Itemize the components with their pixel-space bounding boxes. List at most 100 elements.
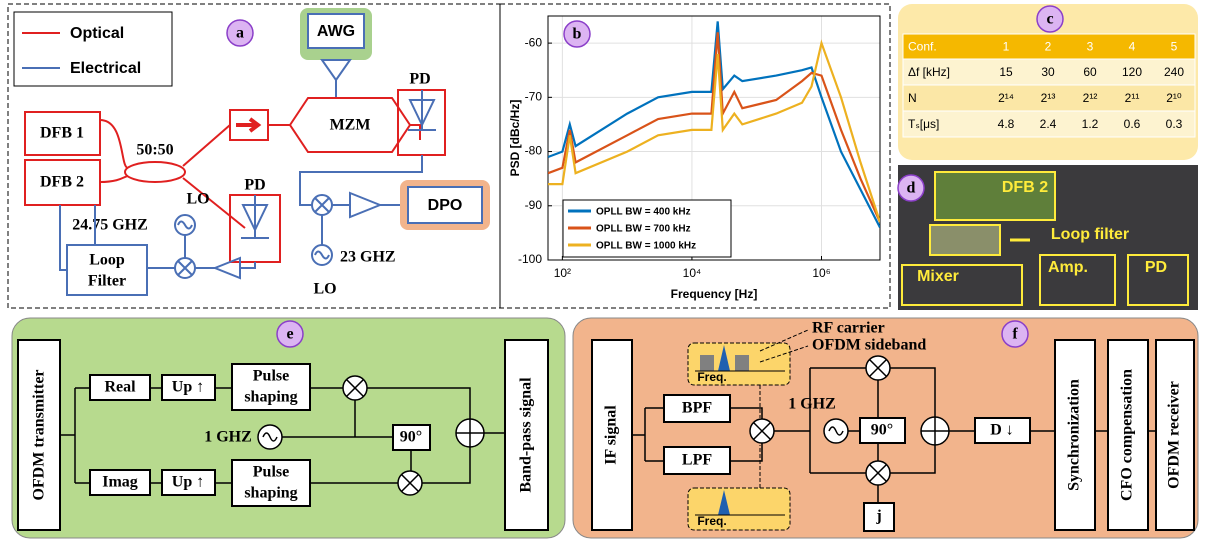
table-header-cell: 3 [1087,40,1094,54]
table-cell: 240 [1164,65,1184,79]
dfb-label: DFB 1 [40,125,84,142]
table-cell: 2¹¹ [1125,91,1140,105]
table-cell: Tₛ[μs] [908,117,939,131]
legend-label: Electrical [70,60,141,77]
legend-label: OPLL BW = 700 kHz [596,224,691,235]
amplifier [350,193,380,217]
y-axis-label: PSD [dBc/Hz] [508,100,522,177]
pd-label: PD [409,71,430,88]
badge-label: b [573,26,582,43]
y-tick-label: -60 [525,35,543,49]
block-label: Synchronization [1066,379,1083,491]
psd-chart: -100 -90 -80 -70 -60 10² 10⁴ 10⁶ Frequency [Hz] P… [508,16,880,301]
table-header-cell: 4 [1129,40,1136,54]
y-tick-label: -100 [518,252,542,266]
dfb-label: DFB 2 [40,174,84,191]
x-tick-label: 10⁶ [812,266,830,280]
oscillator-wave [178,222,192,229]
badge-label: f [1012,326,1018,343]
block-label: BPF [682,400,712,417]
awg-label: AWG [317,23,355,40]
table-header-cell: Conf. [908,40,937,54]
table-cell: 60 [1083,65,1097,79]
badge-label: d [907,180,916,197]
annotation: RF carrier [812,320,885,337]
table-cell: 2.4 [1040,117,1057,131]
badge-label: e [286,326,293,343]
photo-label: DFB 2 [1002,179,1048,196]
table-header-cell: 1 [1003,40,1010,54]
table-header-cell: 5 [1171,40,1178,54]
legend-label: Optical [70,25,124,42]
coupler [125,162,185,182]
block-label: Band-pass signal [518,377,535,493]
block-label: shaping [244,389,297,406]
legend-label: OPLL BW = 1000 kHz [596,241,696,252]
block-label: CFO compensation [1119,369,1136,501]
spectrum-sideband [735,355,749,371]
block-label: OFDM receiver [1166,381,1183,489]
loop-filter-label: Loop [89,252,125,269]
mixer-cross [315,198,329,212]
table-cell: 15 [999,65,1013,79]
block-label: Imag [102,474,138,491]
legend-label: OPLL BW = 400 kHz [596,207,691,218]
lo-label: 1 GHZ [788,396,836,413]
block-label: j [875,508,881,525]
table-cell: 0.6 [1124,117,1141,131]
awg-amp [322,60,350,98]
block-label: D ↓ [990,422,1014,439]
y-tick-label: -70 [525,90,543,104]
lo-label: LO [313,281,336,298]
table-cell: N [908,91,917,105]
table-cell: 1.2 [1082,117,1099,131]
block-label: Pulse [253,464,289,481]
table-cell: 30 [1041,65,1055,79]
oscillator-wave [315,252,329,259]
photo-label: Amp. [1048,259,1088,276]
lo-label: 1 GHZ [204,429,252,446]
block-label: LPF [682,452,712,469]
block-label: OFDM transmitter [31,369,48,500]
table-cell: 4.8 [998,117,1015,131]
figure: Optical Electrical a AWG MZM DFB 1 DFB 2… [0,0,1205,543]
table-header-cell: 2 [1045,40,1052,54]
isolator-arrow [236,119,258,131]
mzm-label: MZM [330,117,371,134]
loop-filter-label: Filter [88,273,126,290]
table-cell: 0.3 [1166,117,1183,131]
table-cell: 2¹⁴ [998,91,1014,105]
x-tick-label: 10⁴ [683,266,702,280]
y-tick-label: -90 [525,198,543,212]
coupler-label: 50:50 [136,142,173,159]
lo-freq: 23 GHZ [340,249,396,266]
dpo-label: DPO [428,197,463,214]
pd-symbol [241,195,269,238]
x-tick-label: 10² [554,266,571,280]
annotation: OFDM sideband [812,337,926,354]
pd-label: PD [244,177,265,194]
photo-label: PD [1145,259,1167,276]
block-label: shaping [244,485,297,502]
table-cell: 2¹³ [1041,91,1056,105]
block-label: Up ↑ [172,379,204,396]
photo-board [930,225,1000,255]
lo-freq: 24.75 GHZ [72,217,148,234]
freq-label: Freq. [697,370,726,384]
block-label: Pulse [253,368,289,385]
table-cell: 120 [1122,65,1142,79]
lo-label: LO [186,191,209,208]
badge-label: c [1046,11,1053,28]
table-cell: Δf [kHz] [908,65,950,79]
spectrum-sideband [700,355,714,371]
table-cell: 2¹² [1083,91,1098,105]
y-tick-label: -80 [525,144,543,158]
x-axis-label: Frequency [Hz] [671,287,758,301]
block-label: IF signal [603,405,620,465]
block-label: Up ↑ [172,474,204,491]
block-label: Real [104,379,136,396]
optical-link [100,120,245,228]
table-cell: 2¹⁰ [1166,91,1182,105]
config-table: Conf. 1 2 3 4 5 Δf [kHz] 15 30 60 120 240 N 2¹⁴ 2¹³ 2¹²… [903,34,1195,137]
badge-label: a [236,25,244,42]
